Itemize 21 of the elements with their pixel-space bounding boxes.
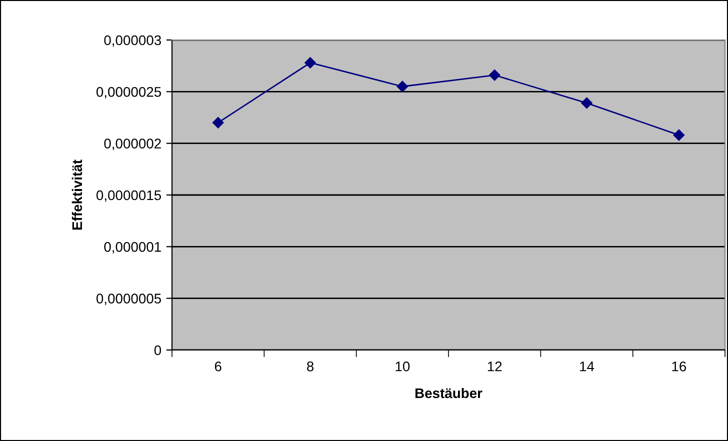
y-tick-label: 0,0000025 xyxy=(96,87,162,98)
x-axis-title: Bestäuber xyxy=(415,388,482,398)
x-tick-label: 12 xyxy=(488,361,502,372)
point xyxy=(673,129,685,141)
y-axis-title: Effektivität xyxy=(72,160,82,230)
x-tick-label: 8 xyxy=(306,361,314,372)
x-tick-label: 10 xyxy=(396,361,410,372)
x-tick-label: 6 xyxy=(214,361,222,372)
y-tick-label: 0 xyxy=(154,345,162,356)
x-tick-label: 14 xyxy=(580,362,594,372)
y-tick-label: 0,0000015 xyxy=(96,190,162,202)
point xyxy=(581,97,592,109)
y-tick-label: 0,000003 xyxy=(104,35,161,47)
point xyxy=(488,70,500,81)
y-tick-label: 0,000002 xyxy=(104,138,161,150)
x-tick-label: 16 xyxy=(672,361,686,372)
point xyxy=(212,117,224,128)
y-tick-label: 0,0000005 xyxy=(96,294,162,306)
point xyxy=(304,57,316,68)
y-tick-label: 0,000001 xyxy=(104,242,161,254)
point xyxy=(396,80,408,92)
